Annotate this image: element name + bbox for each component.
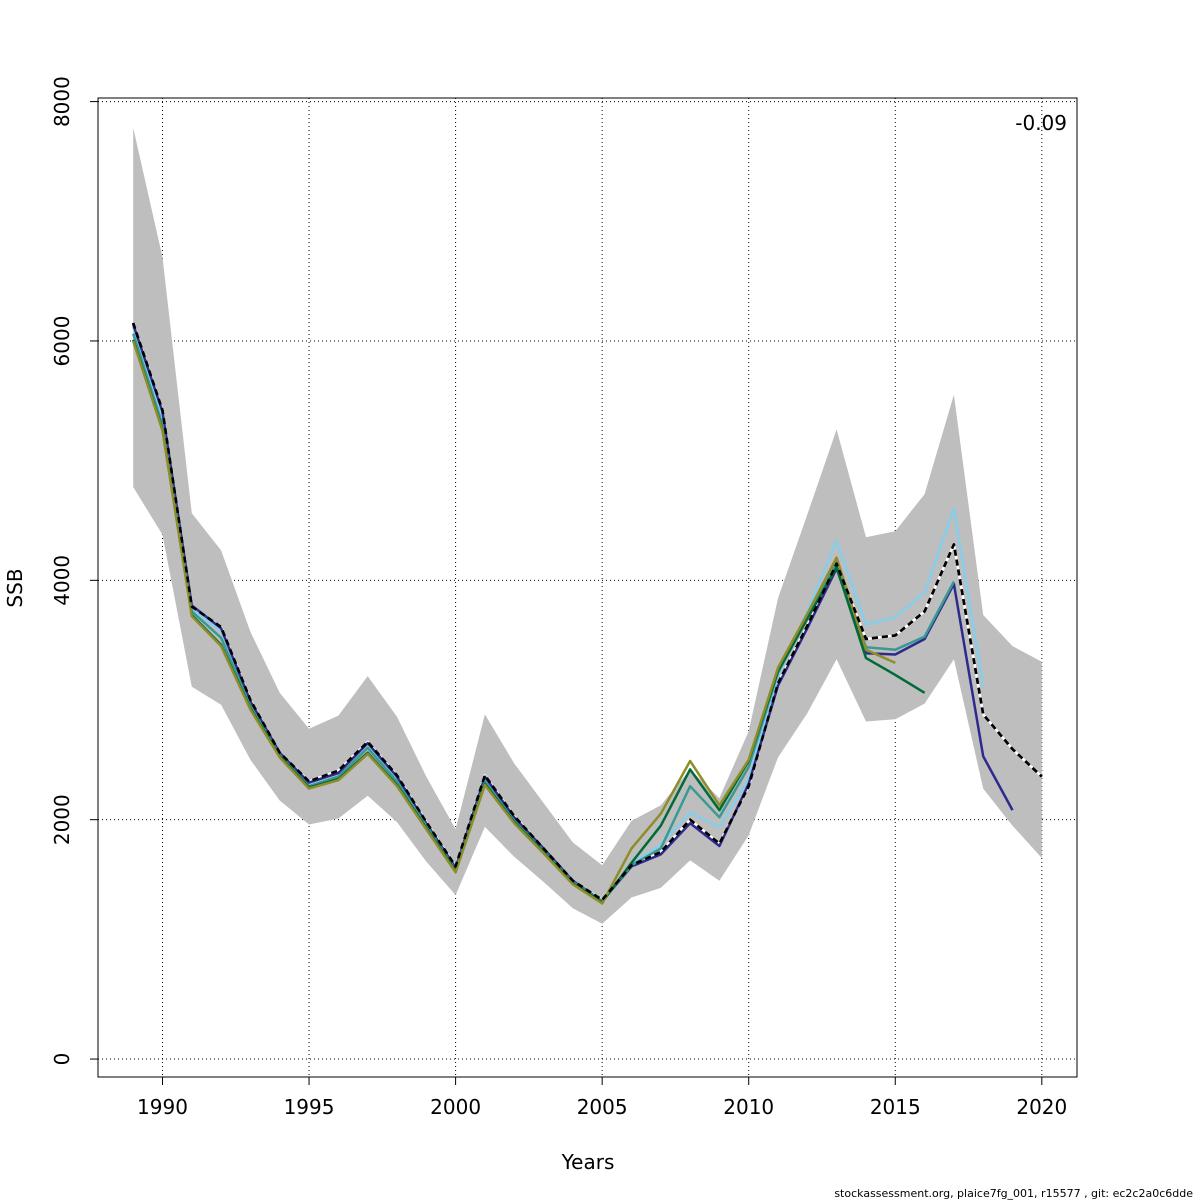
x-axis-title: Years [561,1150,615,1174]
series-layer [132,322,1043,905]
series-line-reference-top [132,322,1043,902]
y-axis: 0 2000 4000 6000 8000 [50,76,98,1065]
confidence-band [133,127,1042,924]
x-tick-label-6: 2020 [1016,1095,1067,1119]
y-tick-label-3: 6000 [50,316,74,367]
confidence-band-layer [133,127,1042,924]
y-axis-title: SSB [3,568,27,607]
y-tick-label-0: 0 [50,1053,74,1066]
x-tick-label-2: 2000 [430,1095,481,1119]
x-tick-label-3: 2005 [577,1095,628,1119]
series-line-5 [132,340,896,905]
plot-frame [97,97,1078,1078]
x-axis: 1990 1995 2000 2005 2010 2015 2020 [137,1077,1067,1119]
y-tick-label-2: 4000 [50,555,74,606]
y-tick-label-1: 2000 [50,794,74,845]
x-tick-label-5: 2015 [870,1095,921,1119]
y-tick-label-4: 8000 [50,76,74,127]
footer-text: stockassessment.org, plaice7fg_001, r155… [834,1187,1193,1200]
x-tick-label-1: 1995 [284,1095,335,1119]
mohn-rho-label: -0.09 [1015,111,1067,135]
x-tick-label-4: 2010 [723,1095,774,1119]
x-tick-label-0: 1990 [137,1095,188,1119]
